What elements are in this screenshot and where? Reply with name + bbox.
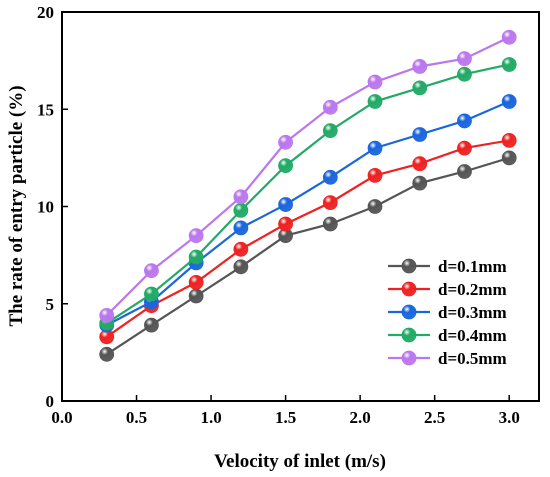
data-point	[457, 66, 472, 82]
data-point	[412, 59, 428, 74]
data-point	[367, 74, 383, 90]
legend: d=0.1mm d=0.2mm d=0.3mm d=0.4mm d=0.5mm	[388, 257, 507, 368]
series-line	[105, 36, 510, 317]
data-point	[233, 202, 249, 218]
x-tick-label: 2.0	[350, 408, 371, 427]
data-point	[144, 263, 159, 279]
legend-marker	[401, 258, 417, 274]
y-tick-label: 10	[37, 198, 54, 217]
data-point	[188, 274, 204, 290]
data-point	[99, 346, 115, 362]
data-point	[367, 167, 383, 183]
legend-marker	[401, 327, 417, 343]
legend-marker	[401, 304, 417, 320]
data-point	[457, 113, 472, 129]
data-point	[501, 57, 517, 72]
legend-marker	[401, 281, 417, 297]
y-tick-label: 5	[46, 295, 55, 314]
y-tick-label: 15	[37, 100, 54, 119]
legend-marker	[401, 350, 417, 366]
legend-label: d=0.2mm	[438, 280, 507, 299]
data-point	[233, 259, 249, 275]
legend-item: d=0.5mm	[388, 349, 507, 368]
data-point	[367, 140, 383, 156]
data-point	[501, 29, 517, 45]
series-layer	[99, 29, 517, 362]
x-tick-label: 0.0	[51, 408, 72, 427]
data-point	[188, 228, 204, 244]
x-tick-label: 1.0	[200, 408, 221, 427]
data-point	[457, 164, 472, 179]
data-point	[457, 140, 472, 156]
data-point	[322, 169, 338, 185]
data-point	[412, 175, 428, 191]
data-point	[367, 199, 383, 214]
data-point	[457, 51, 472, 67]
data-point	[412, 156, 428, 172]
x-tick-label: 0.5	[126, 408, 147, 427]
series-line	[106, 63, 510, 325]
data-point	[99, 308, 115, 323]
data-point	[412, 127, 428, 142]
data-point	[501, 94, 517, 109]
axis-ticks: 0.0 0.5 1.0 1.5 2.0 2.5 3.0 0 5 10 15 20	[37, 3, 520, 427]
legend-item: d=0.4mm	[388, 326, 507, 345]
data-point	[501, 132, 517, 148]
data-point	[501, 150, 517, 166]
data-point	[322, 195, 338, 211]
series-d=0.5mm	[99, 29, 517, 323]
legend-label: d=0.3mm	[438, 303, 507, 322]
y-tick-label: 0	[46, 392, 55, 411]
data-point	[278, 197, 293, 212]
data-point	[144, 317, 159, 333]
data-point	[278, 158, 293, 174]
data-point	[233, 220, 249, 236]
series-d=0.4mm	[99, 57, 517, 331]
series-line	[106, 139, 510, 338]
series-d=0.2mm	[99, 132, 517, 345]
legend-label: d=0.4mm	[438, 326, 507, 345]
legend-item: d=0.2mm	[388, 280, 507, 299]
series-line	[106, 156, 510, 356]
legend-label: d=0.5mm	[438, 349, 507, 368]
x-tick-label: 1.5	[275, 408, 296, 427]
data-point	[412, 80, 428, 96]
x-tick-label: 3.0	[499, 408, 520, 427]
data-point	[367, 94, 383, 109]
legend-label: d=0.1mm	[438, 257, 507, 276]
data-point	[144, 286, 159, 302]
data-point	[322, 216, 338, 232]
x-tick-label: 2.5	[424, 408, 445, 427]
data-point	[322, 99, 338, 115]
data-point	[188, 288, 204, 304]
series-line	[106, 100, 510, 327]
data-point	[233, 241, 249, 257]
data-point	[278, 134, 293, 150]
series-d=0.1mm	[99, 150, 517, 362]
data-point	[233, 189, 249, 205]
x-axis-title: Velocity of inlet (m/s)	[214, 451, 386, 472]
data-point	[278, 216, 293, 232]
y-axis-title: The rate of entry particle (%)	[6, 85, 27, 326]
data-point	[188, 249, 204, 265]
data-point	[322, 123, 338, 139]
legend-item: d=0.3mm	[388, 303, 507, 322]
y-tick-label: 20	[37, 3, 54, 22]
legend-item: d=0.1mm	[388, 257, 507, 276]
